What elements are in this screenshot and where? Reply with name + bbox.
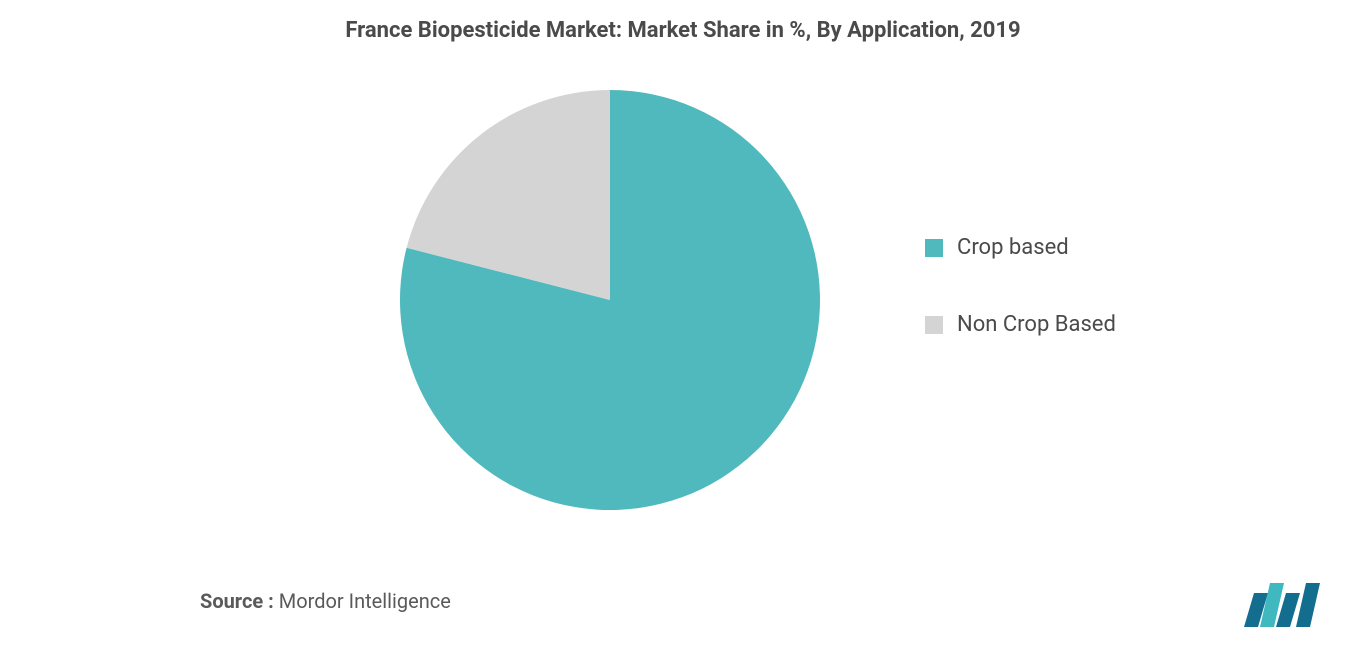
source-value: Mordor Intelligence <box>279 589 451 613</box>
legend-item-non-crop-based: Non Crop Based <box>925 312 1116 337</box>
source-label: Source : <box>200 589 274 613</box>
chart-title: France Biopesticide Market: Market Share… <box>0 18 1366 43</box>
legend-swatch-icon <box>925 239 943 257</box>
mordor-logo-icon <box>1244 583 1324 627</box>
legend: Crop based Non Crop Based <box>925 235 1116 389</box>
legend-label: Non Crop Based <box>957 312 1116 337</box>
chart-area: Crop based Non Crop Based <box>0 60 1366 580</box>
legend-swatch-icon <box>925 316 943 334</box>
legend-label: Crop based <box>957 235 1069 260</box>
legend-item-crop-based: Crop based <box>925 235 1116 260</box>
source-attribution: Source : Mordor Intelligence <box>200 589 451 613</box>
pie-chart <box>400 90 820 510</box>
